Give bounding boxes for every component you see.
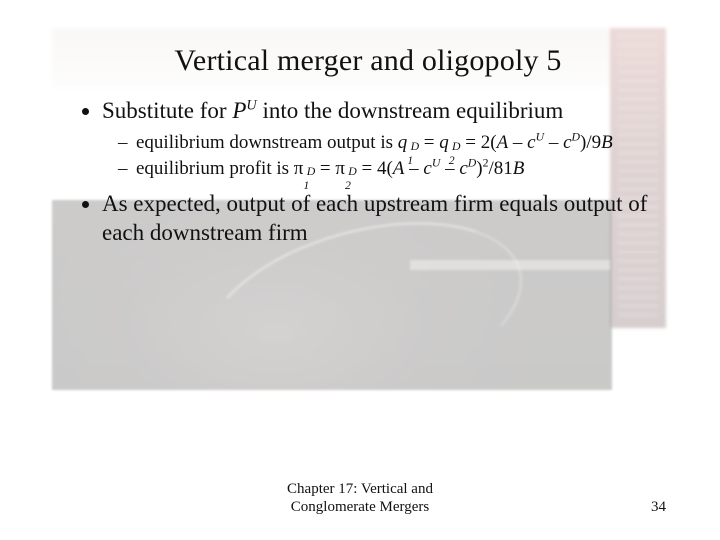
sub1-close-over: )/9: [580, 132, 601, 153]
sub2-pre: equilibrium profit is: [136, 158, 294, 179]
bullet-list: Substitute for PU into the downstream eq…: [88, 96, 648, 248]
sub2-minus1: –: [404, 158, 423, 179]
sub2-A: A: [393, 158, 405, 179]
sub2-B: B: [513, 158, 525, 179]
slide-title: Vertical merger and oligopoly 5: [88, 44, 648, 78]
sub2-eq2: = 4(: [357, 158, 393, 179]
sub2-cD: c: [459, 158, 467, 179]
sub1-pre: equilibrium downstream output is: [136, 132, 398, 153]
sub2-eq1: =: [315, 158, 335, 179]
sub2-minus2: –: [440, 158, 459, 179]
sub2-over: /81: [488, 158, 512, 179]
bullet-1: Substitute for PU into the downstream eq…: [102, 96, 648, 181]
sub2-cU: c: [423, 158, 431, 179]
slide: Vertical merger and oligopoly 5 Substitu…: [0, 0, 720, 540]
bullet-1-text-pre: Substitute for: [102, 98, 232, 123]
var-P-sup-U: U: [246, 97, 256, 113]
sub1-cU-sup: U: [536, 131, 545, 144]
sub1-eq1: =: [419, 132, 439, 153]
sub1-cU: c: [527, 132, 535, 153]
sub1-cD: c: [563, 132, 571, 153]
sub1-eq2: = 2(: [461, 132, 497, 153]
bullet-2: As expected, output of each upstream fir…: [102, 189, 648, 248]
sub2-pi1: π: [294, 158, 304, 179]
sub1-cD-sup: D: [572, 131, 581, 144]
sub2-cD-sup: D: [468, 157, 477, 170]
sub1-minus2: –: [544, 132, 563, 153]
bullet-1-text-post: into the downstream equilibrium: [257, 98, 564, 123]
sub-bullet-2: equilibrium profit is π1D = π2D = 4(A – …: [118, 157, 648, 181]
sub-bullet-list-1: equilibrium downstream output is q1D = q…: [118, 131, 648, 181]
sub1-q1: q: [398, 132, 408, 153]
sub1-q2: q: [439, 132, 449, 153]
sub1-A: A: [497, 132, 509, 153]
sub1-minus1: –: [508, 132, 527, 153]
sub2-pi2: π: [335, 158, 345, 179]
slide-content: Vertical merger and oligopoly 5 Substitu…: [0, 0, 720, 540]
sub-bullet-1: equilibrium downstream output is q1D = q…: [118, 131, 648, 155]
var-P: P: [232, 98, 246, 123]
sub1-B: B: [601, 132, 613, 153]
